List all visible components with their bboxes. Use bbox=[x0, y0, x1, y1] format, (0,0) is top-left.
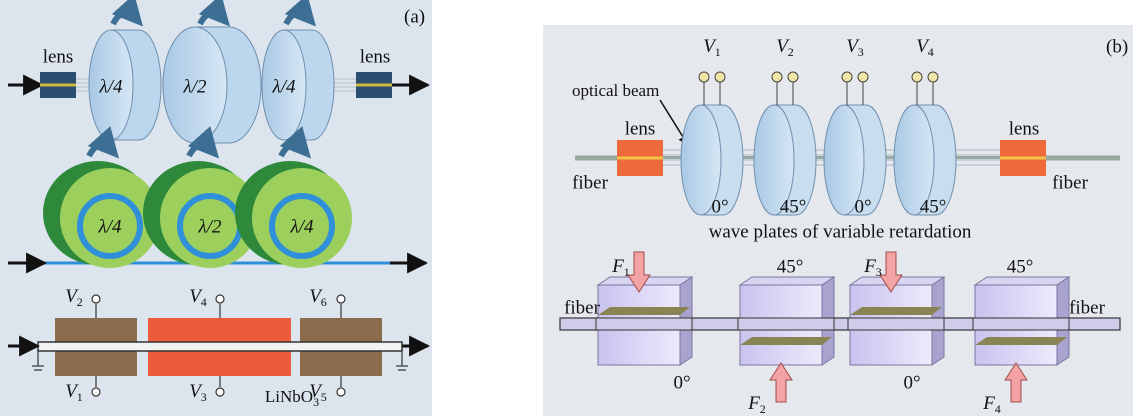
angle-label: 45° bbox=[777, 256, 804, 277]
force-label-sub: 4 bbox=[995, 402, 1001, 416]
fiber-segment bbox=[596, 318, 692, 330]
force-label-sub: 3 bbox=[876, 265, 882, 279]
ring-label: λ/2 bbox=[197, 216, 222, 237]
shape bbox=[928, 72, 938, 82]
shape bbox=[912, 72, 922, 82]
fiber-label: fiber bbox=[572, 172, 609, 193]
shape bbox=[598, 307, 690, 315]
voltage-label-sub: 5 bbox=[321, 390, 327, 404]
angle-label: 0° bbox=[711, 196, 728, 217]
force-label-sub: 2 bbox=[760, 402, 766, 416]
angle-label: 0° bbox=[673, 372, 690, 393]
lens-label: lens bbox=[1009, 118, 1040, 139]
caption: wave plates of variable retardation bbox=[709, 221, 972, 242]
voltage-label-sub: 3 bbox=[858, 45, 864, 59]
voltage-label-sub: 4 bbox=[201, 295, 207, 309]
shape bbox=[92, 388, 100, 396]
voltage-label-sub: 2 bbox=[788, 45, 794, 59]
lens-label: lens bbox=[360, 46, 391, 67]
angle-label: 45° bbox=[1007, 256, 1034, 277]
shape bbox=[715, 72, 725, 82]
shape bbox=[699, 72, 709, 82]
plate-label: λ/4 bbox=[271, 76, 296, 97]
angle-label: 45° bbox=[780, 196, 807, 217]
panel-label: (b) bbox=[1106, 36, 1128, 57]
shape bbox=[740, 337, 832, 345]
shape bbox=[337, 388, 345, 396]
fiber-label: fiber bbox=[1052, 172, 1089, 193]
shape bbox=[850, 307, 942, 315]
voltage-label-sub: 2 bbox=[77, 295, 83, 309]
ring-label: λ/4 bbox=[97, 216, 122, 237]
panel-label: (a) bbox=[404, 6, 425, 27]
beam-label: optical beam bbox=[572, 81, 659, 100]
plate-label: λ/4 bbox=[98, 76, 123, 97]
shape bbox=[975, 337, 1067, 345]
ring-label: λ/4 bbox=[289, 216, 314, 237]
force-label-main: F bbox=[747, 393, 760, 414]
lens-label: lens bbox=[625, 118, 656, 139]
substrate-label: LiNbO3 bbox=[265, 387, 319, 409]
force-label-main: F bbox=[863, 256, 876, 277]
shape bbox=[975, 277, 1069, 285]
voltage-label-sub: 1 bbox=[77, 390, 83, 404]
voltage-label-sub: 4 bbox=[928, 45, 934, 59]
shape bbox=[216, 388, 224, 396]
angle-label: 0° bbox=[903, 372, 920, 393]
fiber-segment bbox=[973, 318, 1069, 330]
force-label-sub: 1 bbox=[624, 265, 630, 279]
substrate-label-main: LiNbO bbox=[265, 387, 313, 406]
plate-label: λ/2 bbox=[182, 76, 207, 97]
force-label-main: F bbox=[611, 256, 624, 277]
fiber-label: fiber bbox=[1069, 297, 1106, 318]
shape bbox=[216, 295, 224, 303]
fiber-segment bbox=[848, 318, 944, 330]
shape bbox=[842, 72, 852, 82]
figure: (a) lens lens (b) optical beam lens lens… bbox=[0, 0, 1133, 416]
substrate-label-sub: 3 bbox=[313, 395, 319, 409]
angle-label: 0° bbox=[854, 196, 871, 217]
shape bbox=[788, 72, 798, 82]
lens-label: lens bbox=[43, 46, 74, 67]
fiber-segment bbox=[738, 318, 834, 330]
shape bbox=[740, 277, 834, 285]
shape bbox=[858, 72, 868, 82]
shape bbox=[92, 295, 100, 303]
fiber-label: fiber bbox=[564, 297, 601, 318]
voltage-label-sub: 3 bbox=[201, 390, 207, 404]
force-label-main: F bbox=[982, 393, 995, 414]
shape bbox=[337, 295, 345, 303]
voltage-label-sub: 1 bbox=[715, 45, 721, 59]
layout bbox=[0, 0, 1133, 416]
shape bbox=[772, 72, 782, 82]
shape bbox=[38, 342, 402, 351]
voltage-label-sub: 6 bbox=[321, 295, 327, 309]
angle-label: 45° bbox=[920, 196, 947, 217]
